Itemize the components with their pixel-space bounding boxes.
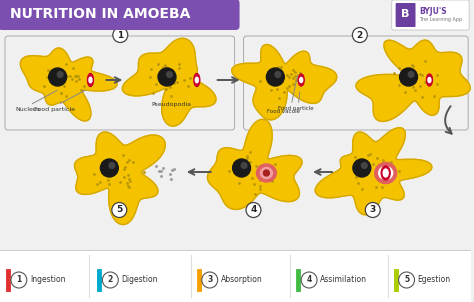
Circle shape (202, 272, 218, 288)
Text: Nucleus: Nucleus (15, 107, 40, 112)
Polygon shape (122, 38, 216, 126)
Ellipse shape (88, 73, 93, 86)
FancyBboxPatch shape (392, 0, 469, 30)
Circle shape (266, 68, 284, 86)
Circle shape (241, 162, 247, 169)
Circle shape (113, 27, 128, 43)
Circle shape (352, 27, 367, 43)
Circle shape (301, 272, 317, 288)
Text: 4: 4 (250, 205, 256, 214)
Text: NUTRITION IN AMOEBA: NUTRITION IN AMOEBA (10, 7, 191, 21)
Text: Pseudopodia: Pseudopodia (151, 102, 191, 107)
Circle shape (400, 68, 418, 86)
Circle shape (365, 203, 380, 217)
Text: Food particle: Food particle (278, 106, 314, 111)
Ellipse shape (428, 78, 431, 82)
Circle shape (112, 203, 127, 217)
Polygon shape (356, 40, 470, 121)
Circle shape (57, 72, 63, 77)
Ellipse shape (194, 73, 200, 86)
Circle shape (353, 159, 371, 177)
Ellipse shape (298, 74, 304, 86)
Text: 2: 2 (108, 275, 113, 284)
Text: The Learning App: The Learning App (419, 17, 463, 21)
Text: 2: 2 (357, 31, 363, 40)
Circle shape (100, 159, 118, 177)
Circle shape (158, 68, 176, 86)
Text: 1: 1 (117, 31, 123, 40)
Polygon shape (232, 44, 337, 120)
Ellipse shape (264, 170, 269, 176)
Text: Digestion: Digestion (121, 275, 158, 284)
Text: Egestion: Egestion (418, 275, 451, 284)
Circle shape (246, 203, 261, 217)
Ellipse shape (381, 166, 390, 180)
Circle shape (275, 72, 281, 77)
Text: 5: 5 (404, 275, 409, 284)
Text: Food vacule: Food vacule (267, 109, 300, 114)
Text: 4: 4 (307, 275, 312, 284)
Text: Assimilation: Assimilation (320, 275, 367, 284)
Polygon shape (208, 119, 302, 209)
Circle shape (109, 162, 115, 169)
Polygon shape (20, 48, 117, 121)
Circle shape (49, 68, 67, 86)
Text: 3: 3 (207, 275, 212, 284)
Ellipse shape (300, 78, 303, 82)
Text: Food particle: Food particle (34, 107, 75, 112)
Circle shape (399, 272, 415, 288)
Circle shape (408, 72, 414, 77)
FancyBboxPatch shape (396, 3, 416, 27)
Ellipse shape (427, 74, 432, 86)
Circle shape (102, 272, 118, 288)
Ellipse shape (195, 77, 198, 83)
Circle shape (362, 162, 367, 169)
Ellipse shape (89, 77, 92, 83)
FancyBboxPatch shape (0, 0, 239, 30)
Text: BYJU'S: BYJU'S (419, 7, 447, 15)
Circle shape (11, 272, 27, 288)
Text: 5: 5 (116, 205, 122, 214)
Ellipse shape (379, 166, 392, 179)
Text: Ingestion: Ingestion (30, 275, 65, 284)
Circle shape (233, 159, 250, 177)
Polygon shape (74, 132, 165, 224)
Ellipse shape (260, 168, 273, 178)
Text: B: B (401, 9, 410, 19)
FancyBboxPatch shape (0, 250, 471, 302)
Ellipse shape (375, 162, 397, 184)
Circle shape (167, 72, 173, 77)
Ellipse shape (383, 169, 388, 177)
Text: 1: 1 (16, 275, 21, 284)
Text: Absorption: Absorption (221, 275, 263, 284)
Polygon shape (315, 128, 432, 215)
Ellipse shape (256, 164, 276, 182)
Text: 3: 3 (370, 205, 376, 214)
